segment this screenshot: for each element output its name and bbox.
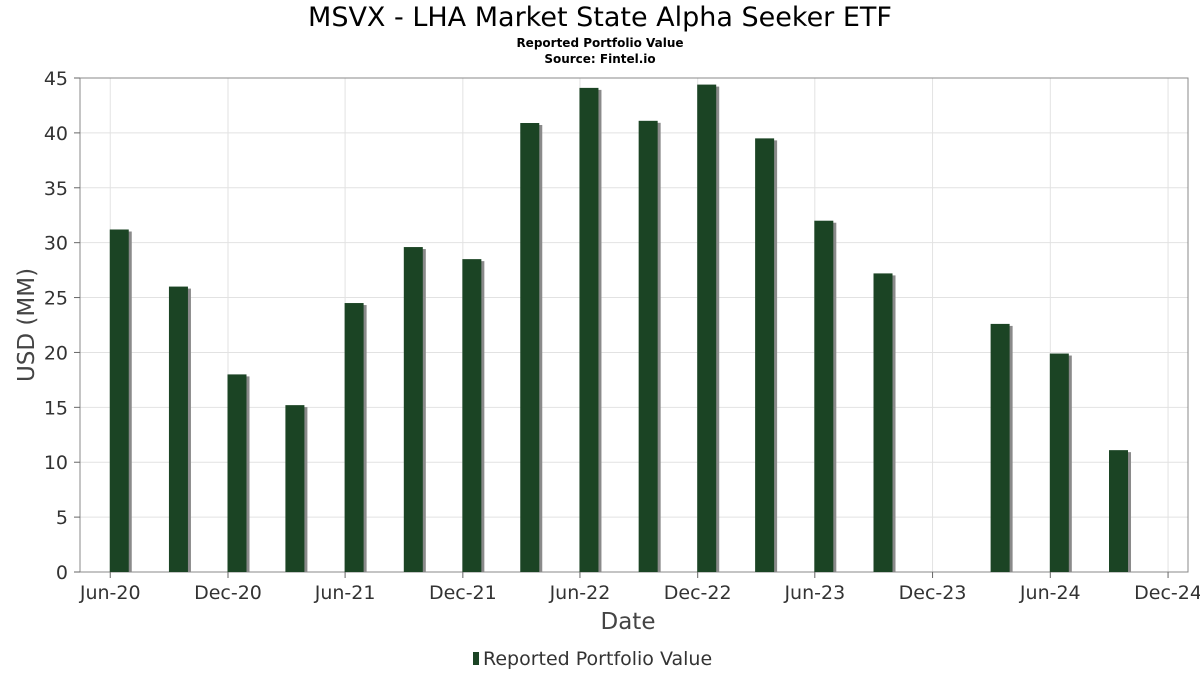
legend-label: Reported Portfolio Value — [483, 648, 712, 670]
chart-subtitle: Reported Portfolio Value — [516, 36, 684, 50]
y-tick-label: 0 — [56, 562, 68, 584]
x-tick-label: Dec-23 — [899, 582, 967, 604]
y-tick-label: 35 — [44, 178, 68, 200]
bar[interactable] — [755, 138, 778, 572]
bar-fill — [1049, 353, 1069, 572]
legend-swatch — [473, 652, 479, 665]
x-tick-label: Dec-21 — [429, 582, 497, 604]
bar[interactable] — [697, 84, 720, 572]
x-tick-label: Dec-24 — [1134, 582, 1200, 604]
x-tick-label: Dec-22 — [664, 582, 732, 604]
bar-fill — [873, 273, 893, 572]
x-tick-label: Jun-20 — [79, 582, 141, 604]
bar-fill — [285, 405, 305, 572]
y-tick-label: 10 — [44, 452, 68, 474]
chart-title: MSVX - LHA Market State Alpha Seeker ETF — [308, 2, 892, 33]
bar-fill — [227, 374, 247, 572]
bar[interactable] — [1049, 353, 1072, 572]
y-axis-label: USD (MM) — [14, 268, 40, 382]
bar-fill — [990, 323, 1010, 572]
y-tick-label: 30 — [44, 233, 68, 255]
bar-fill — [1109, 450, 1129, 572]
axis-ticks: 0 5 10 15 20 25 30 35 40 45 Jun-20 Dec-20 Jun-21 Dec-… — [44, 68, 1200, 604]
bar[interactable] — [285, 405, 308, 572]
bar-fill — [168, 286, 188, 572]
x-tick-label: Dec-20 — [194, 582, 262, 604]
y-tick-label: 45 — [44, 68, 68, 90]
x-tick-label: Jun-24 — [1019, 582, 1081, 604]
bar-fill — [638, 120, 658, 573]
chart-source: Source: Fintel.io — [544, 52, 656, 66]
bar[interactable] — [579, 87, 602, 572]
bar-fill — [579, 87, 599, 572]
bar[interactable] — [873, 273, 896, 572]
y-tick-label: 15 — [44, 397, 68, 419]
bar-fill — [520, 123, 540, 573]
bar[interactable] — [814, 220, 837, 572]
bar-fill — [697, 84, 717, 572]
y-tick-label: 25 — [44, 288, 68, 310]
bar[interactable] — [990, 323, 1013, 572]
bar[interactable] — [462, 259, 485, 572]
y-tick-label: 20 — [44, 342, 68, 364]
bar[interactable] — [227, 374, 250, 572]
bar-fill — [109, 229, 129, 572]
bar-fill — [462, 259, 482, 572]
bar-fill — [403, 247, 423, 572]
bar-fill — [814, 220, 834, 572]
x-tick-label: Jun-23 — [783, 582, 845, 604]
bar-fill — [344, 303, 364, 572]
bar[interactable] — [168, 286, 191, 572]
y-tick-label: 40 — [44, 123, 68, 145]
legend[interactable]: Reported Portfolio Value — [473, 648, 712, 670]
bar[interactable] — [344, 303, 367, 572]
y-tick-label: 5 — [56, 507, 68, 529]
x-tick-label: Jun-21 — [314, 582, 376, 604]
bar[interactable] — [520, 123, 543, 573]
bar[interactable] — [109, 229, 132, 572]
bar-fill — [755, 138, 775, 572]
x-tick-label: Jun-22 — [549, 582, 611, 604]
bars — [109, 84, 1132, 573]
bar[interactable] — [403, 247, 426, 572]
bar[interactable] — [1109, 450, 1132, 572]
plot-area — [79, 77, 1189, 573]
bar[interactable] — [638, 120, 661, 573]
x-axis-label: Date — [601, 609, 656, 635]
